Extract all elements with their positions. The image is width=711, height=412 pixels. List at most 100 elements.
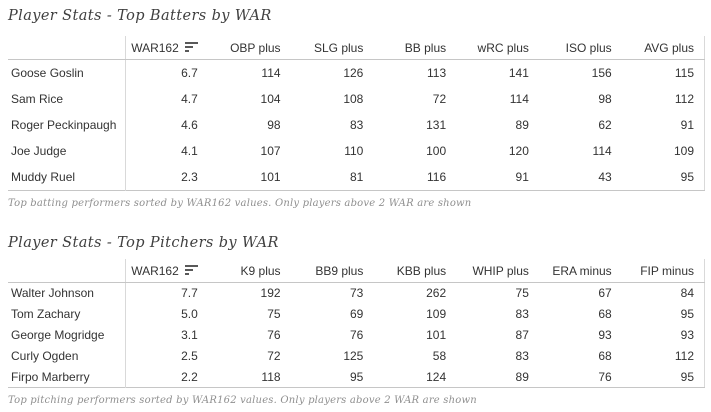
column-header-fip-minus[interactable]: FIP minus [621, 259, 705, 283]
stat-cell: 114 [261, 66, 281, 80]
stat-cell: 69 [349, 307, 364, 322]
stat-cell: 108 [343, 92, 364, 106]
table-row[interactable]: Muddy Ruel 2.3 101 81 116 91 43 95 [8, 164, 705, 191]
visual-caption: Top pitching performers sorted by WAR162… [8, 394, 477, 406]
player-name-cell: George Mogridge [11, 327, 105, 342]
batters-table: WAR162 OBP plus SLG plus BB plus wRC plus ISO… [8, 36, 705, 191]
stat-cell: 114 [509, 92, 529, 106]
visual-title: Player Stats - Top Batters by WAR [8, 8, 272, 24]
stat-cell: 93 [598, 327, 612, 342]
stat-cell: 73 [349, 286, 364, 301]
stat-cell: 89 [515, 369, 529, 384]
stat-cell: 262 [426, 286, 447, 301]
column-header-label: OBP plus [230, 40, 281, 55]
column-header-era-minus[interactable]: ERA minus [538, 259, 622, 283]
column-header-label: SLG plus [313, 40, 364, 55]
column-header-bb9-plus[interactable]: BB9 plus [290, 259, 374, 283]
column-header-war162[interactable]: WAR162 [124, 259, 208, 283]
column-header-label: ISO plus [565, 40, 612, 55]
column-header-war162[interactable]: WAR162 [124, 36, 208, 60]
stat-cell: 100 [426, 144, 447, 158]
table-row[interactable]: Walter Johnson 7.7 192 73 262 75 67 84 [8, 282, 705, 304]
stat-cell: 125 [343, 348, 364, 363]
visual-caption: Top batting performers sorted by WAR162 … [8, 198, 472, 209]
stat-cell: 7.7 [124, 282, 208, 304]
table-row[interactable]: Curly Ogden 2.5 72 125 58 83 68 112 [8, 345, 705, 367]
stat-cell: 95 [680, 170, 694, 184]
table-row[interactable]: Sam Rice 4.7 104 108 72 114 98 112 [8, 86, 705, 112]
stat-cell: 4.7 [124, 86, 208, 112]
stat-cell: 126 [343, 66, 364, 80]
stat-cell: 120 [508, 144, 529, 158]
sort-descending-icon [184, 264, 198, 275]
stat-cell: 95 [349, 369, 364, 384]
stat-cell: 89 [515, 118, 529, 132]
pitchers-table: WAR162 K9 plus BB9 plus KBB plus WHIP plus ER… [8, 259, 705, 388]
column-header-slg-plus[interactable]: SLG plus [290, 36, 374, 60]
stat-cell: 112 [674, 92, 694, 106]
stat-cell: 192 [260, 286, 281, 301]
table-row[interactable]: George Mogridge 3.1 76 76 101 87 93 93 [8, 324, 705, 346]
column-header-avg-plus[interactable]: AVG plus [621, 36, 705, 60]
stat-cell: 98 [598, 92, 612, 106]
column-header-kbb-plus[interactable]: KBB plus [373, 259, 457, 283]
stat-cell: 3.1 [124, 324, 208, 346]
stat-cell: 116 [426, 170, 447, 184]
stat-cell: 43 [598, 170, 612, 184]
column-header-obp-plus[interactable]: OBP plus [207, 36, 291, 60]
player-name-cell: Tom Zachary [11, 307, 81, 322]
stat-cell: 104 [260, 92, 281, 106]
column-header-bb-plus[interactable]: BB plus [373, 36, 457, 60]
column-header-iso-plus[interactable]: ISO plus [538, 36, 622, 60]
stat-cell: 72 [267, 348, 281, 363]
stat-cell: 62 [598, 118, 612, 132]
stat-cell: 67 [598, 286, 612, 301]
table-row[interactable]: Joe Judge 4.1 107 110 100 120 114 109 [8, 138, 705, 164]
column-header-label: WAR162 [131, 263, 179, 278]
stat-cell: 2.5 [124, 345, 208, 367]
stat-cell: 141 [508, 66, 529, 80]
stat-cell: 112 [674, 348, 694, 363]
stat-cell: 95 [680, 307, 694, 322]
sort-descending-icon [184, 41, 198, 52]
stat-cell: 110 [344, 144, 364, 158]
stat-cell: 91 [680, 118, 694, 132]
visual-title: Player Stats - Top Pitchers by WAR [8, 235, 279, 251]
stat-cell: 114 [592, 144, 612, 158]
stat-cell: 109 [426, 307, 447, 322]
stat-cell: 2.3 [124, 164, 208, 191]
stat-cell: 95 [680, 369, 694, 384]
column-header-whip-plus[interactable]: WHIP plus [456, 259, 539, 283]
table-row[interactable]: Tom Zachary 5.0 75 69 109 83 68 95 [8, 303, 705, 325]
stat-cell: 68 [598, 307, 612, 322]
stat-cell: 87 [515, 327, 529, 342]
column-header-label: WHIP plus [472, 263, 529, 278]
stat-cell: 72 [432, 92, 447, 106]
row-header-blank [8, 36, 125, 60]
table-row[interactable]: Roger Peckinpaugh 4.6 98 83 131 89 62 91 [8, 112, 705, 138]
stat-cell: 91 [515, 170, 529, 184]
player-name-cell: Sam Rice [11, 92, 64, 106]
stat-cell: 101 [260, 170, 281, 184]
stat-cell: 75 [515, 286, 529, 301]
stat-cell: 98 [267, 118, 281, 132]
column-header-label: ERA minus [552, 263, 612, 278]
stat-cell: 83 [349, 118, 364, 132]
stat-cell: 76 [349, 327, 364, 342]
stat-cell: 124 [426, 369, 447, 384]
column-header-label: FIP minus [640, 263, 694, 278]
column-header-label: WAR162 [131, 40, 179, 55]
stat-cell: 109 [673, 144, 694, 158]
column-header-label: BB9 plus [315, 263, 364, 278]
table-row[interactable]: Firpo Marberry 2.2 118 95 124 89 76 95 [8, 366, 705, 388]
stat-cell: 5.0 [124, 303, 208, 325]
column-header-k9-plus[interactable]: K9 plus [207, 259, 291, 283]
stat-cell: 83 [515, 348, 529, 363]
player-name-cell: Goose Goslin [11, 66, 84, 80]
column-header-wrc-plus[interactable]: wRC plus [456, 36, 539, 60]
table-row[interactable]: Goose Goslin 6.7 114 126 113 141 156 115 [8, 59, 705, 86]
stat-cell: 75 [267, 307, 281, 322]
column-header-label: wRC plus [477, 40, 529, 55]
stat-cell: 58 [432, 348, 447, 363]
